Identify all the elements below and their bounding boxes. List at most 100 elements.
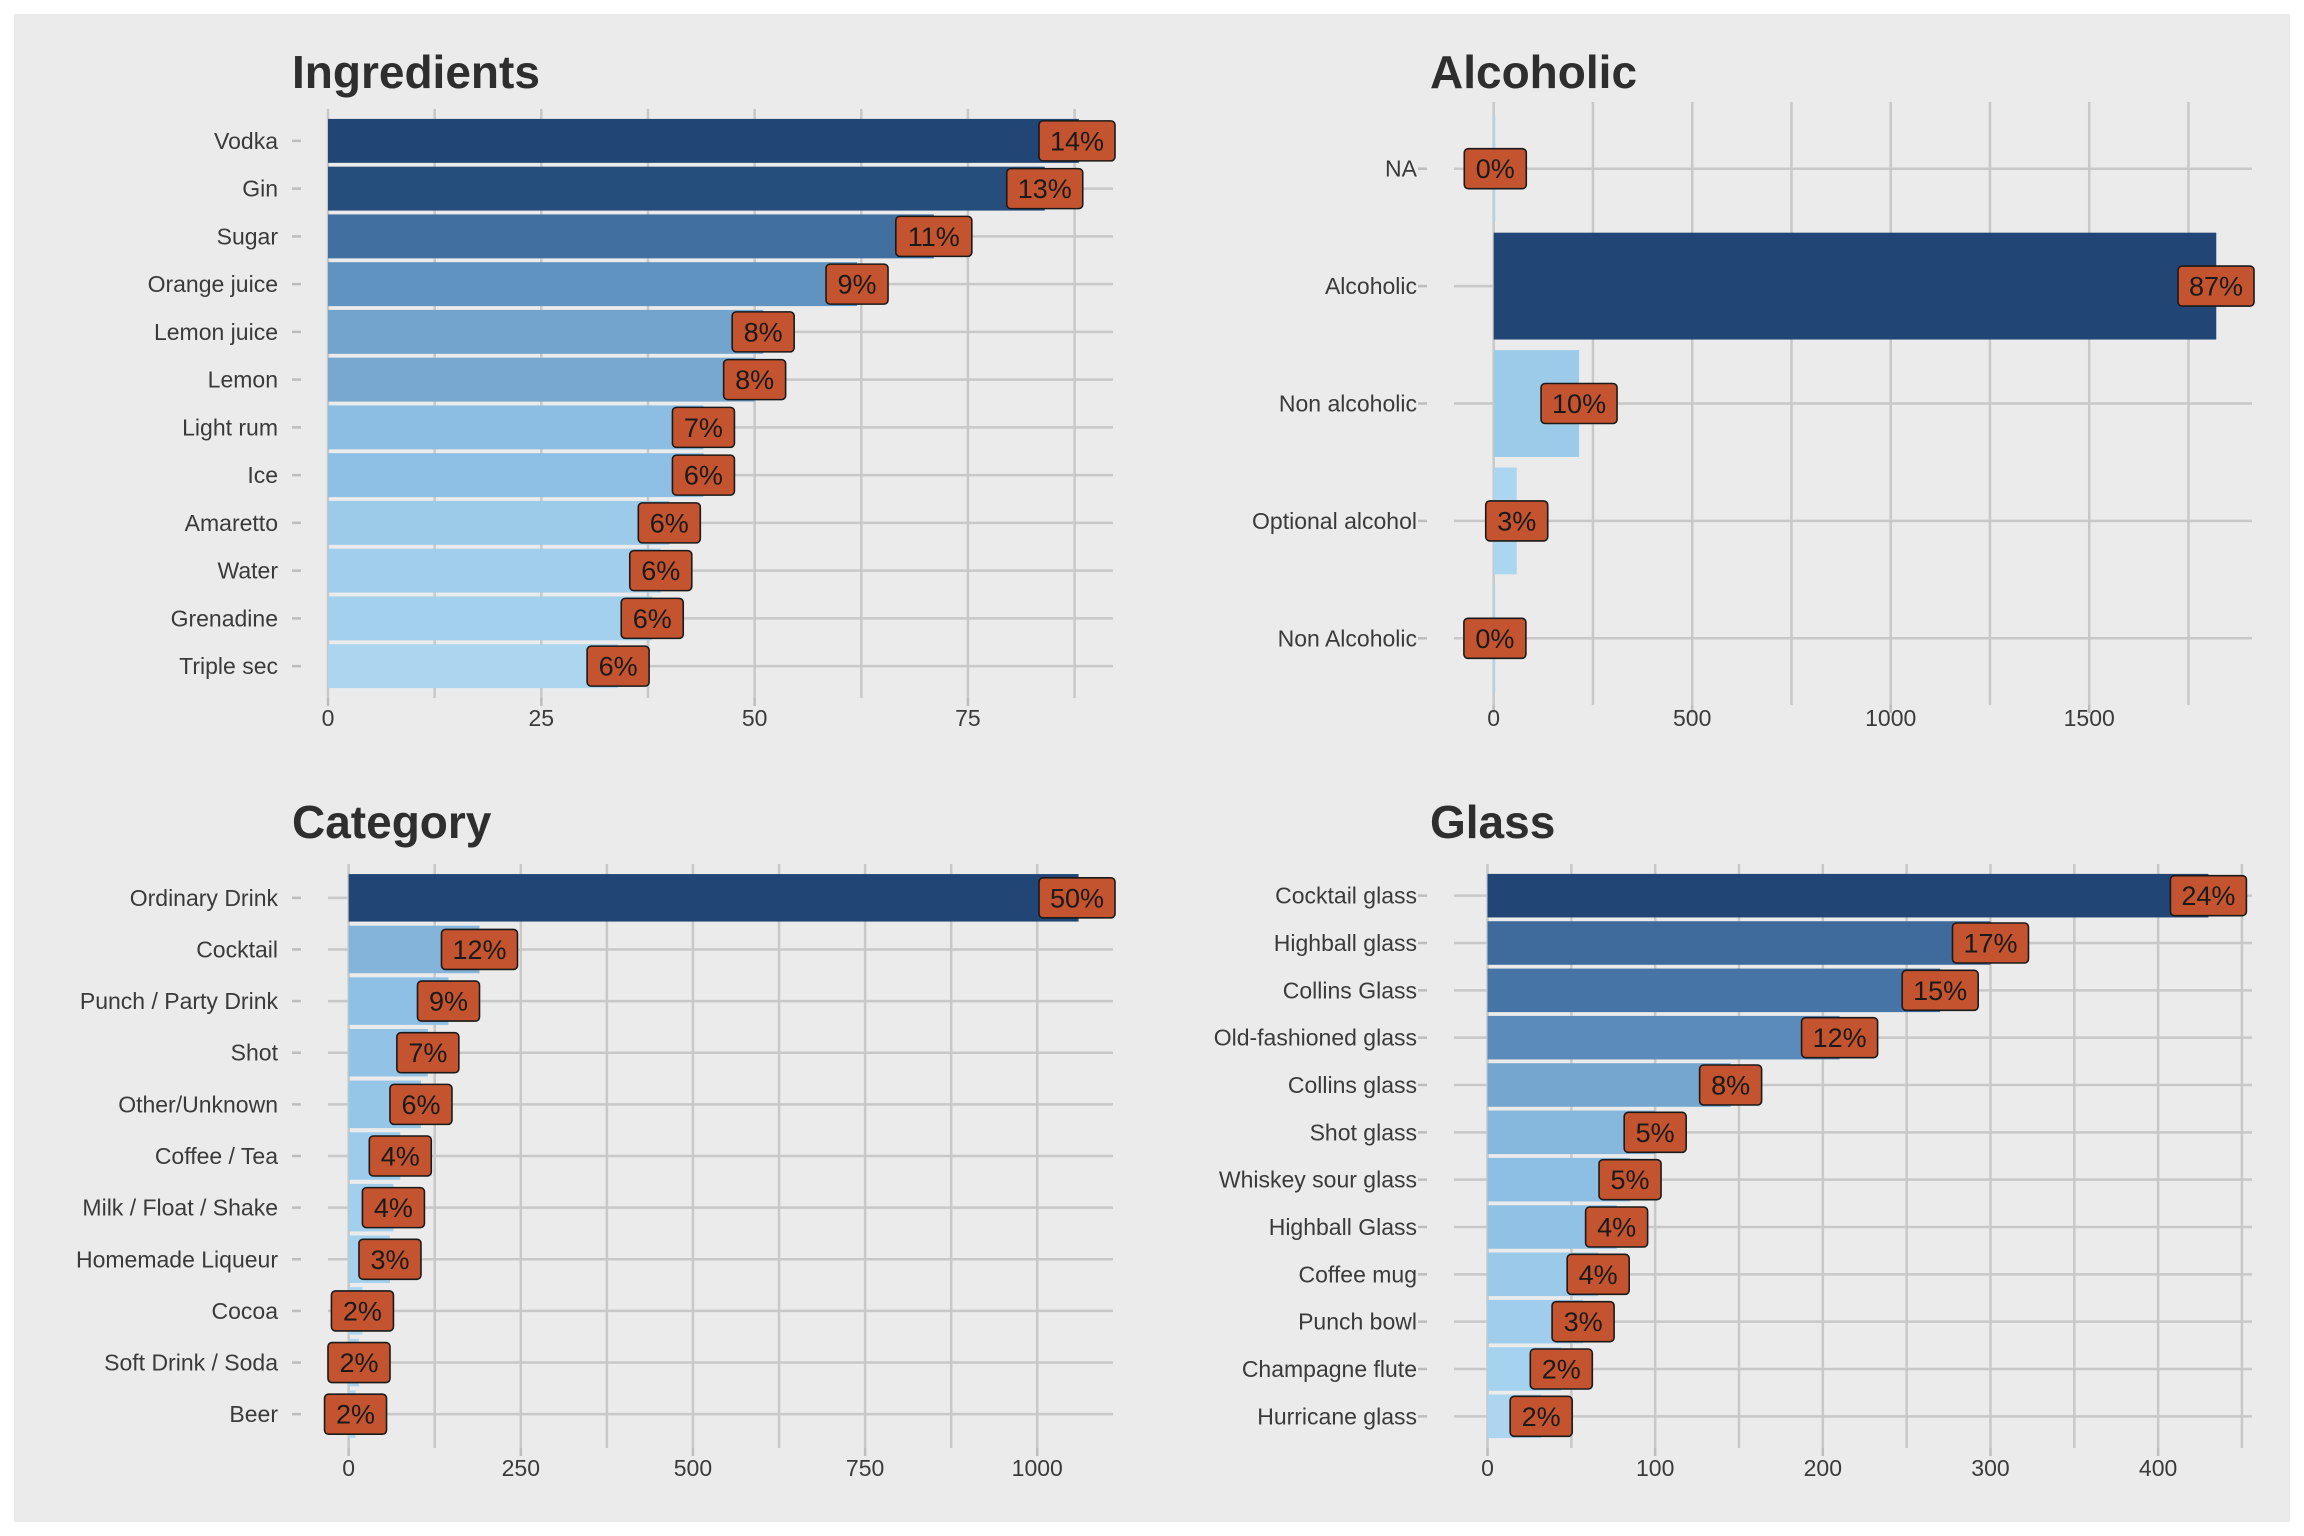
category-label: Cocktail glass	[1275, 883, 1417, 909]
category-label: Amaretto	[185, 510, 278, 536]
value-badge	[825, 263, 889, 305]
value-badge	[396, 1031, 460, 1074]
value-label: 6%	[633, 604, 672, 634]
value-badge	[358, 1238, 422, 1281]
value-label: 0%	[1476, 154, 1515, 184]
value-badge	[327, 1341, 391, 1384]
category-label: Hurricane glass	[1257, 1403, 1417, 1429]
value-label: 3%	[1497, 506, 1536, 536]
category-label: Homemade Liqueur	[76, 1246, 278, 1272]
category-label: Highball glass	[1274, 930, 1417, 956]
value-label: 6%	[599, 652, 638, 682]
value-label: 9%	[429, 987, 468, 1017]
value-label: 12%	[1813, 1023, 1867, 1053]
category-label: Orange juice	[148, 271, 278, 297]
category-label: Highball Glass	[1269, 1214, 1417, 1240]
category-label: Old-fashioned glass	[1214, 1025, 1417, 1051]
value-badge	[1623, 1111, 1687, 1154]
bar-collins-glass	[1487, 1063, 1731, 1107]
bar-vodka	[328, 118, 1079, 163]
value-badge	[637, 502, 702, 544]
bar-orange-juice	[328, 262, 858, 307]
bar-grenadine	[328, 596, 653, 641]
panel-title: Ingredients	[292, 46, 540, 98]
category-label: Cocoa	[212, 1298, 279, 1324]
panel-category: Category Ordinary Drink Cocktail Punch / Pa…	[76, 796, 1116, 1481]
category-label: Collins glass	[1288, 1072, 1417, 1098]
category-label: NA	[1385, 156, 1418, 182]
category-label: Cocktail	[196, 936, 278, 962]
bar-triple-sec	[328, 644, 619, 689]
value-badge	[368, 1135, 433, 1177]
x-tick-label: 1500	[2064, 705, 2115, 731]
value-label: 3%	[1564, 1307, 1603, 1337]
value-badge	[1540, 382, 1618, 425]
panel-alcoholic: Alcoholic NA Alcoholic Non alcoholic Optiona…	[1252, 46, 2255, 731]
value-badge	[2177, 265, 2255, 307]
x-tick-label: 400	[2139, 1455, 2177, 1481]
category-label: Shot glass	[1310, 1119, 1417, 1145]
bar-light-rum	[328, 405, 704, 450]
panel-title: Alcoholic	[1430, 46, 1637, 98]
value-label: 11%	[908, 222, 960, 252]
x-tick-label: 0	[322, 705, 335, 731]
value-badge	[1800, 1016, 1879, 1059]
x-tick-label: 0	[1487, 705, 1500, 731]
value-label: 6%	[401, 1090, 440, 1120]
bar-alcoholic	[1493, 232, 2217, 340]
value-label: 4%	[1597, 1213, 1636, 1243]
value-badge	[416, 980, 481, 1022]
x-tick-label: 1000	[1865, 705, 1916, 731]
x-tick-label: 100	[1636, 1455, 1674, 1481]
value-badge	[1584, 1206, 1649, 1248]
value-label: 6%	[650, 508, 689, 538]
value-badge	[1566, 1253, 1630, 1296]
value-label: 4%	[374, 1193, 413, 1223]
value-badge	[1463, 147, 1528, 190]
value-label: 4%	[1579, 1260, 1618, 1290]
value-badge	[1951, 922, 2030, 964]
value-label: 7%	[684, 413, 723, 443]
value-badge	[722, 358, 787, 401]
category-label: Soft Drink / Soda	[104, 1350, 278, 1376]
value-label: 50%	[1050, 883, 1104, 913]
value-label: 6%	[684, 461, 723, 491]
x-tick-label: 75	[955, 705, 981, 731]
value-label: 8%	[735, 365, 774, 395]
x-tick-label: 500	[1673, 705, 1711, 731]
category-label: Other/Unknown	[118, 1091, 278, 1117]
value-badge	[1698, 1064, 1763, 1106]
value-label: 5%	[1636, 1118, 1675, 1148]
value-badge	[323, 1393, 388, 1435]
x-tick-label: 25	[529, 705, 555, 731]
category-label: Grenadine	[171, 605, 278, 631]
value-label: 5%	[1611, 1165, 1650, 1195]
category-label: Coffee / Tea	[155, 1143, 278, 1169]
value-label: 2%	[1542, 1355, 1581, 1385]
value-label: 17%	[1963, 929, 2017, 959]
value-badge	[620, 597, 685, 640]
value-label: 2%	[1522, 1402, 1561, 1432]
category-label: Punch bowl	[1298, 1309, 1417, 1335]
value-label: 13%	[1018, 174, 1072, 204]
panel-glass: Glass Cocktail glass Highball glass Collins…	[1214, 796, 2252, 1481]
category-label: Whiskey sour glass	[1219, 1167, 1417, 1193]
value-label: 7%	[408, 1038, 447, 1068]
value-badge	[389, 1083, 453, 1126]
value-badge	[1551, 1300, 1615, 1343]
category-label: Alcoholic	[1325, 273, 1417, 299]
value-badge	[361, 1186, 426, 1229]
value-label: 4%	[381, 1142, 420, 1172]
value-badge	[1038, 877, 1116, 919]
value-badge	[1484, 500, 1549, 542]
category-label: Gin	[242, 176, 278, 202]
category-label: Punch / Party Drink	[80, 988, 279, 1014]
value-label: 6%	[641, 556, 680, 586]
x-tick-label: 250	[502, 1455, 540, 1481]
category-label: Non alcoholic	[1279, 391, 1417, 417]
x-tick-label: 500	[674, 1455, 712, 1481]
value-label: 8%	[1711, 1071, 1750, 1101]
value-label: 0%	[1475, 624, 1514, 654]
category-label: Ice	[247, 462, 278, 488]
chart-panels: Ingredients Vodka Gin Sugar Orange juice Lemo…	[76, 46, 2255, 1481]
